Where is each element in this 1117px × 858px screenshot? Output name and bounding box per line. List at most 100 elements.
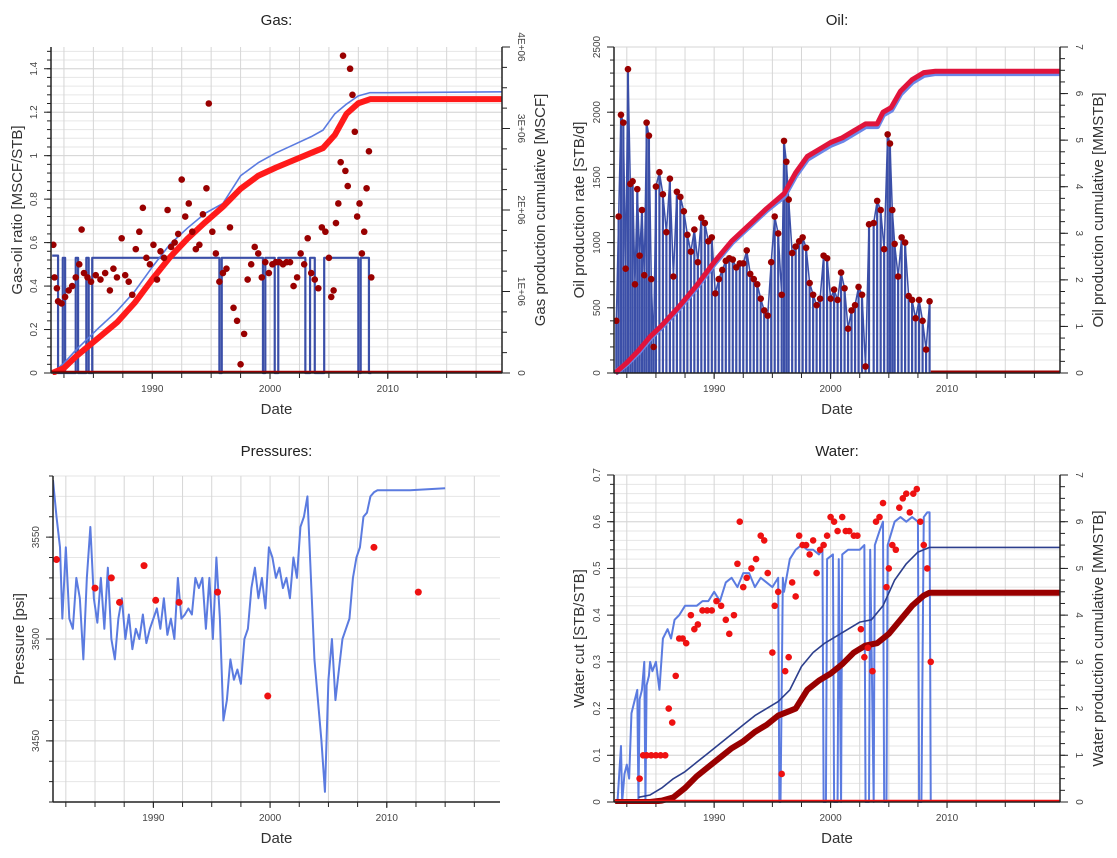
pressures-y-tick-label: 3500 (31, 627, 42, 650)
oil-production-rate-history-point (827, 295, 834, 302)
gas-oil-ratio-history-point (205, 100, 213, 107)
water-y-tick-label: 0.6 (592, 514, 603, 528)
gas-y-tick-label: 1.4 (29, 61, 40, 75)
water-cut-history-point (927, 658, 935, 666)
oil-production-rate-history-point (778, 291, 785, 299)
gas-oil-ratio-history-point (315, 284, 322, 292)
pressure-observed-point (214, 588, 222, 596)
oil-production-cumulative-history-line (614, 68, 1060, 375)
oil-production-rate-history-point (830, 286, 838, 293)
gas-oil-ratio-history-point (322, 228, 329, 236)
gas-oil-ratio-history-point (125, 278, 133, 286)
gas-y2-tick-label: 2E+06 (515, 195, 526, 225)
gas-chart-title: Gas: (261, 12, 293, 29)
water-y2-tick-label: 0 (1073, 799, 1084, 805)
water-cut-history-point (857, 625, 865, 633)
pressures-y-tick-label: 3450 (31, 729, 42, 752)
water-cut-history-point (657, 751, 664, 759)
oil-production-rate-history-point (629, 178, 636, 185)
pressures-x-tick-label: 2010 (376, 813, 399, 824)
water-cut-history-point (876, 513, 883, 521)
gas-oil-ratio-history-point (262, 258, 269, 266)
water-cut-history-point (661, 751, 669, 759)
oil-production-rate-history-point (915, 296, 923, 304)
water-cut-history-point (672, 672, 680, 680)
oil-y-tick-label: 1500 (592, 166, 603, 189)
gas-oil-ratio-history-point (335, 200, 342, 207)
gas-y-tick-label: 0.4 (29, 279, 40, 293)
water-cut-history-point (809, 537, 817, 544)
water-chart-title: Water: (815, 443, 859, 460)
water-cut-history-point (682, 639, 690, 647)
water-y2-tick-label: 4 (1073, 612, 1084, 618)
water-x-tick-label: 2010 (936, 813, 959, 824)
oil-production-rate-history-point (780, 137, 788, 145)
gas-oil-ratio-history-point (196, 241, 203, 249)
gas-oil-ratio-history-point (160, 254, 168, 262)
gas-oil-ratio-history-point (356, 200, 363, 207)
gas-y2-tick-label: 1E+06 (515, 277, 526, 307)
gas-oil-ratio-history-point (265, 269, 273, 277)
oil-production-rate-history-point (750, 275, 758, 283)
gas-y-tick-label: 0.6 (29, 235, 40, 249)
gas-oil-ratio-history-point (51, 274, 58, 281)
water-cut-history-point (869, 667, 876, 675)
oil-production-rate-history-point (837, 269, 845, 276)
gas-oil-ratio-history-point (237, 361, 244, 368)
oil-y2-tick-label: 1 (1073, 324, 1084, 330)
gas-oil-ratio-history-point (349, 91, 356, 99)
water-cut-history-point (816, 546, 824, 554)
oil-x-tick-label: 1990 (703, 384, 726, 395)
gas-oil-ratio-history-point (97, 276, 104, 283)
gas-oil-ratio-history-point (199, 211, 207, 218)
pressure-observed-point (414, 588, 422, 596)
water-cut-history-point (722, 616, 730, 624)
oil-production-rate-history-point (647, 275, 655, 283)
pressure-observed-point (370, 543, 378, 551)
gas-oil-ratio-history-point (244, 276, 251, 283)
gas-oil-ratio-history-point (325, 254, 333, 262)
pressures-x-tick-label: 1990 (142, 813, 165, 824)
gas-oil-ratio-history-point (367, 274, 375, 281)
oil-production-rate-history-point (889, 206, 896, 214)
water-cut-history-point (679, 635, 687, 642)
oil-production-rate-history-point (659, 191, 667, 198)
gas-oil-ratio-history-point (185, 200, 193, 207)
water-cut-history-point (806, 551, 813, 558)
water-cut-history-point (748, 565, 755, 572)
water-y2-tick-label: 3 (1073, 659, 1084, 665)
water-cut-history-point (760, 537, 768, 544)
water-y-tick-label: 0 (592, 799, 603, 805)
oil-production-rate-history-point (894, 273, 902, 280)
oil-y-tick-label: 2500 (592, 35, 603, 58)
oil-production-rate-history-point (753, 281, 761, 288)
oil-y2-axis-label: Oil production cumulative [MMSTB] (1090, 92, 1107, 327)
oil-production-rate-history-point (764, 312, 772, 319)
oil-production-rate-history-point (901, 239, 909, 246)
gas-oil-ratio-history-point (258, 274, 266, 281)
water-chart-panel: Water: 0 0.1 0.2 0.3 0.4 0.5 0.6 0.7 0 1 2 3 4 5 6 7 Wate… (571, 443, 1107, 847)
water-cut-history-point (883, 583, 890, 591)
gas-oil-ratio-history-point (339, 52, 347, 59)
gas-x-tick-label: 2000 (259, 384, 282, 395)
water-cut-history-point (830, 518, 838, 526)
oil-production-rate-history-point (633, 185, 641, 193)
oil-production-rate-history-point (615, 213, 622, 220)
oil-y2-tick-label: 6 (1073, 91, 1084, 97)
water-cut-history-point (713, 597, 720, 605)
oil-y2-tick-label: 3 (1073, 231, 1084, 237)
oil-production-rate-history-point (802, 244, 810, 252)
oil-production-rate-history-point (636, 252, 643, 259)
oil-production-rate-history-point (746, 270, 754, 278)
oil-production-rate-history-point (694, 258, 702, 266)
gas-oil-ratio-history-point (61, 293, 69, 301)
water-cut-history-point (923, 565, 931, 572)
oil-production-rate-history-point (919, 317, 926, 325)
water-cut-history-point (778, 770, 785, 778)
water-y-tick-label: 0.4 (592, 608, 603, 622)
gas-oil-ratio-history-point (132, 245, 140, 253)
gas-oil-ratio-history-point (139, 204, 147, 212)
water-cut-history-point (879, 499, 887, 507)
oil-production-rate-history-point (767, 258, 775, 266)
oil-production-rate-history-point (806, 279, 813, 287)
